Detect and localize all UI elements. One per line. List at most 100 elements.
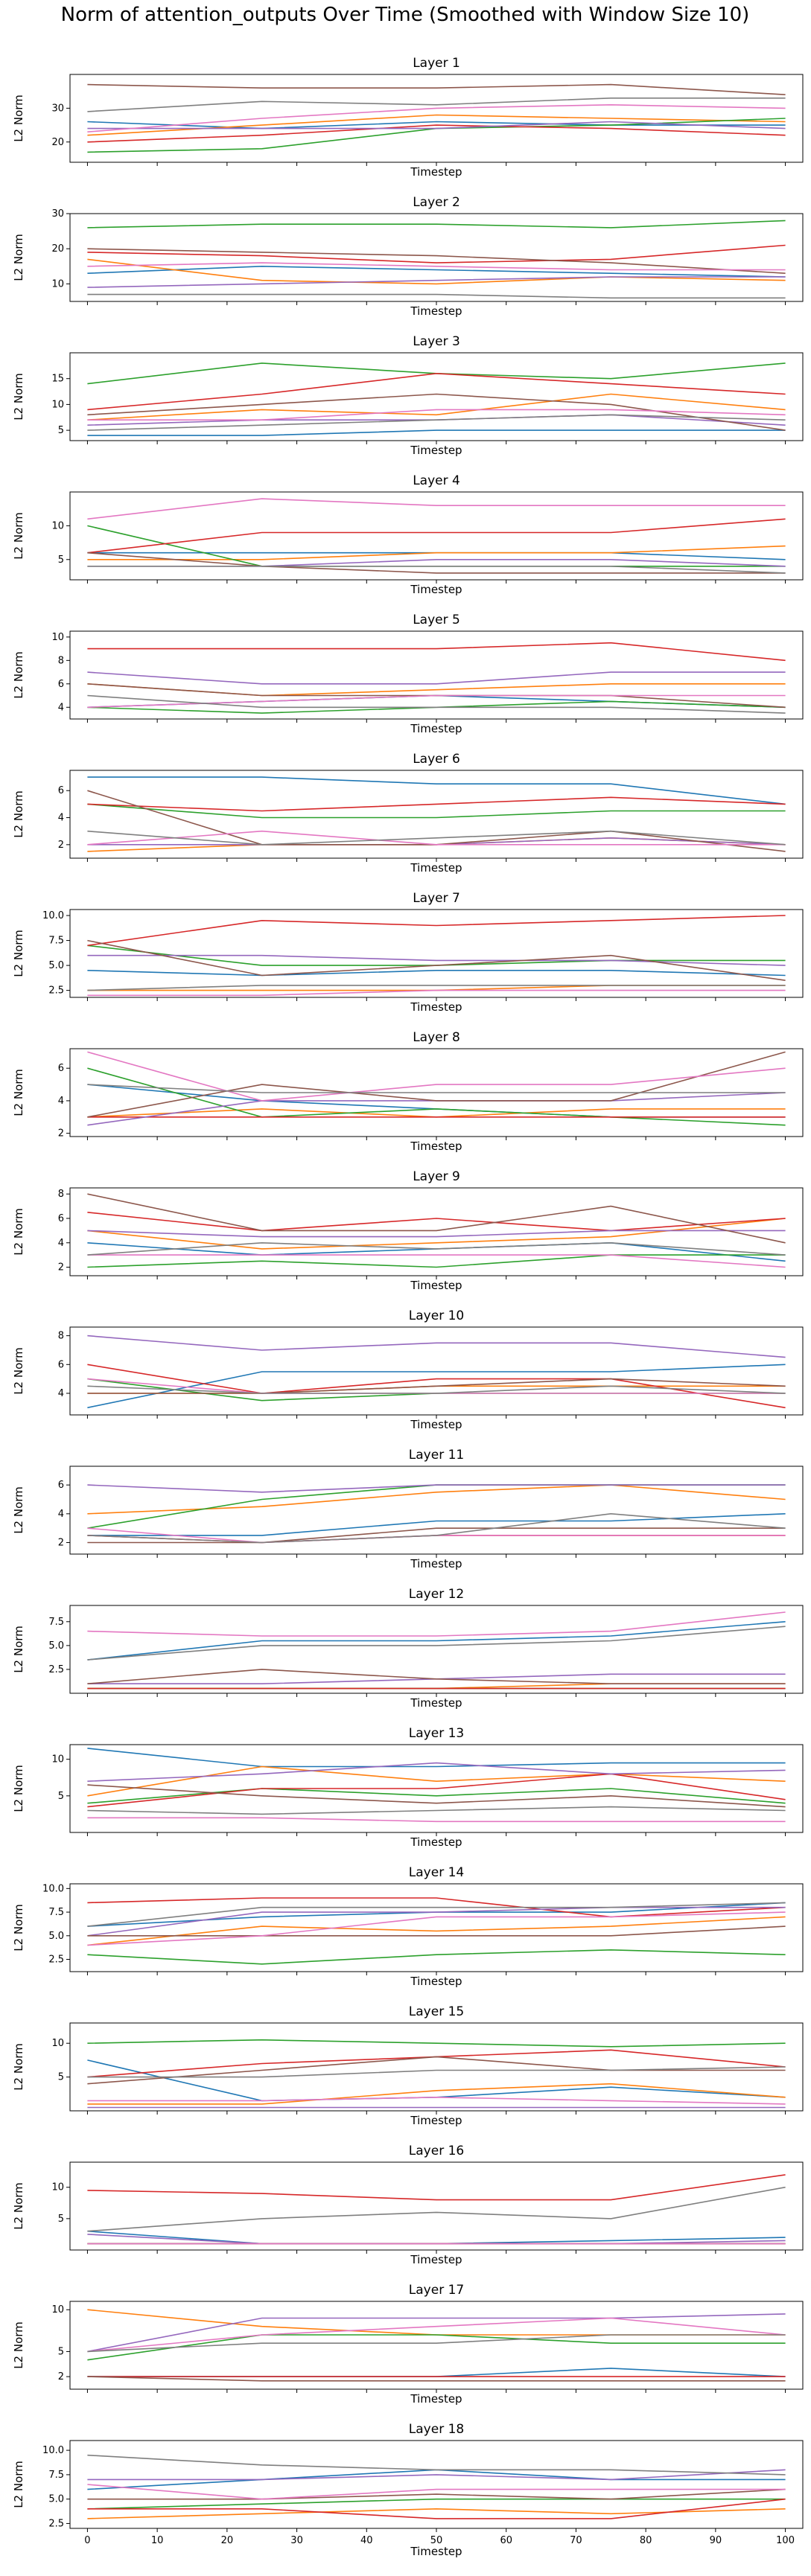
series-line-3 <box>87 1484 786 1529</box>
y-tick-label: 6 <box>58 1359 64 1370</box>
series-line-7 <box>87 989 786 997</box>
subplot-title: Layer 11 <box>409 1448 464 1463</box>
plot-frame <box>69 1744 804 1833</box>
y-tick-label: 2.5 <box>48 1664 64 1675</box>
x-axis-label: Timestep <box>410 2545 462 2558</box>
y-tick-label: 30 <box>51 208 64 220</box>
series-line-6 <box>87 1378 786 1394</box>
plot-frame <box>69 1605 804 1694</box>
subplot-title: Layer 8 <box>413 1030 460 1045</box>
y-tick-label: 4 <box>58 1388 64 1399</box>
series-line-4 <box>87 518 786 554</box>
x-axis-label: Timestep <box>410 1835 462 1849</box>
y-tick-label: 2 <box>58 1128 64 1140</box>
series-line-5 <box>87 1230 786 1238</box>
x-tick-label: 60 <box>500 2535 512 2546</box>
x-axis-label: Timestep <box>410 1140 462 1153</box>
y-axis-label: L2 Norm <box>12 1208 25 1256</box>
subplot-layer-4: Layer 4 5 10 Timestep L2 Norm <box>12 473 804 596</box>
y-axis-label: L2 Norm <box>12 1904 25 1952</box>
series-line-7 <box>87 1254 786 1268</box>
y-tick-label: 2.5 <box>48 1955 64 1966</box>
subplot-title: Layer 15 <box>409 2004 464 2019</box>
series-line-5 <box>87 1335 786 1358</box>
series-line-2 <box>87 258 786 285</box>
series-line-5 <box>87 954 786 966</box>
plot-frame <box>69 1466 804 1555</box>
series-line-5 <box>87 2469 786 2481</box>
y-axis-label: L2 Norm <box>12 1486 25 1534</box>
x-tick-label: 30 <box>290 2535 303 2546</box>
subplot-layer-18: Layer 18 2.5 5.0 7.5 10.0 0 10 20 30 40 50 60 70 80 90… <box>12 2422 804 2558</box>
subplot-title: Layer 2 <box>413 195 460 210</box>
series-line-3 <box>87 1254 786 1268</box>
y-axis-label: L2 Norm <box>12 930 25 977</box>
series-line-1 <box>87 1748 786 1768</box>
series-line-6 <box>87 393 786 431</box>
plot-frame <box>69 213 804 302</box>
x-axis-label: Timestep <box>410 2253 462 2266</box>
y-tick-label: 6 <box>58 679 64 690</box>
subplot-layer-14: Layer 14 2.5 5.0 7.5 10.0 Timestep L2 Norm <box>12 1865 804 1988</box>
plot-frame <box>69 630 804 720</box>
subplot-layer-1: Layer 1 20 30 Timestep L2 Norm <box>12 56 804 179</box>
y-axis-label: L2 Norm <box>12 2182 25 2230</box>
subplot-title: Layer 5 <box>413 613 460 627</box>
series-line-7 <box>87 1051 786 1102</box>
y-tick-label: 10.0 <box>42 2445 64 2456</box>
series-line-4 <box>87 244 786 263</box>
y-tick-label: 7.5 <box>48 2470 64 2481</box>
subplot-layer-17: Layer 17 2 5 10 Timestep L2 Norm <box>12 2283 804 2406</box>
series-line-4 <box>87 2498 786 2519</box>
y-axis-label: L2 Norm <box>12 1765 25 1812</box>
y-axis-label: L2 Norm <box>12 790 25 838</box>
subplot-title: Layer 9 <box>413 1169 460 1184</box>
series-line-6 <box>87 83 786 95</box>
y-tick-label: 10 <box>51 2182 64 2193</box>
series-line-4 <box>87 1212 786 1232</box>
series-line-8 <box>87 1084 786 1093</box>
subplot-title: Layer 1 <box>413 56 460 71</box>
y-tick-label: 2.5 <box>48 2518 64 2529</box>
subplot-layer-11: Layer 11 2 4 6 Timestep L2 Norm <box>12 1448 804 1570</box>
series-line-4 <box>87 1773 786 1808</box>
series-line-4 <box>87 124 786 143</box>
series-line-1 <box>87 121 786 130</box>
series-line-7 <box>87 830 786 846</box>
series-line-5 <box>87 121 786 130</box>
series-line-5 <box>87 2313 786 2353</box>
plot-frame <box>69 770 804 859</box>
y-tick-label: 5 <box>58 2072 64 2083</box>
y-axis-label: L2 Norm <box>12 512 25 560</box>
series-line-3 <box>87 803 786 819</box>
plot-frame <box>69 1883 804 1972</box>
x-axis-label: Timestep <box>410 165 462 179</box>
series-line-4 <box>87 642 786 662</box>
series-line-1 <box>87 970 786 977</box>
series-line-4 <box>87 2049 786 2078</box>
series-line-7 <box>87 1911 786 1946</box>
series-line-8 <box>87 1241 786 1256</box>
subplot-layer-7: Layer 7 2.5 5.0 7.5 10.0 Timestep L2 Norm <box>12 891 804 1014</box>
series-line-8 <box>87 2454 786 2476</box>
series-line-3 <box>87 2498 786 2510</box>
y-tick-label: 10.0 <box>42 1883 64 1894</box>
subplot-layer-9: Layer 9 2 4 6 8 Timestep L2 Norm <box>12 1169 804 1292</box>
y-axis-label: L2 Norm <box>12 1069 25 1116</box>
series-line-8 <box>87 293 786 299</box>
x-axis-label: Timestep <box>410 1696 462 1710</box>
subplot-title: Layer 4 <box>413 473 460 488</box>
y-tick-label: 5 <box>58 554 64 566</box>
series-line-5 <box>87 671 786 685</box>
series-line-6 <box>87 552 786 574</box>
y-tick-label: 2 <box>58 1262 64 1273</box>
y-tick-label: 10.0 <box>42 910 64 921</box>
subplot-layer-12: Layer 12 2.5 5.0 7.5 Timestep L2 Norm <box>12 1587 804 1710</box>
plot-frame <box>69 2022 804 2112</box>
series-line-3 <box>87 2039 786 2048</box>
series-line-6 <box>87 939 786 981</box>
plot-frame <box>69 1187 804 1276</box>
y-tick-label: 6 <box>58 1480 64 1491</box>
x-axis-label: Timestep <box>410 1975 462 1988</box>
